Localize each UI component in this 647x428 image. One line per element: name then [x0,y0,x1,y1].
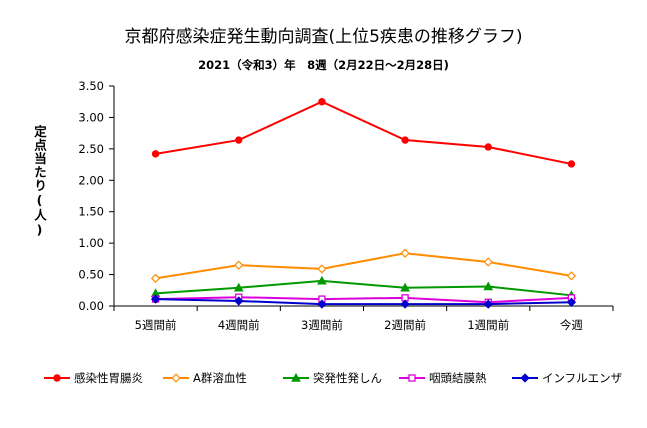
chart-subtitle: 2021（令和3）年 8週（2月22日～2月28日) [198,58,449,72]
y-tick-label: 0.00 [78,299,104,313]
data-point [318,98,326,106]
chart-title: 京都府感染症発生動向調査(上位5疾患の推移グラフ) [124,27,523,47]
data-point [483,281,494,291]
series-line-0 [155,100,572,165]
data-point [317,299,327,309]
legend-label: 咽頭結膜熱 [429,371,487,385]
data-point [400,299,410,309]
y-tick-label: 1.00 [78,236,104,250]
x-tick-label: 4週間前 [218,318,260,332]
x-tick-label: 今週 [560,318,583,332]
data-point [235,136,243,144]
data-point [234,260,244,270]
x-tick-label: 2週間前 [384,318,426,332]
x-tick-label: 5週間前 [135,318,177,332]
legend-marker [53,374,61,382]
data-point [483,299,493,309]
data-point [233,282,244,292]
data-point [401,136,409,144]
y-tick-label: 1.50 [78,205,104,219]
data-point [400,282,410,292]
data-point [567,160,576,168]
legend-marker [408,374,416,382]
data-point [317,275,327,285]
data-point [234,296,244,306]
x-tick-label: 1週間前 [467,318,509,332]
legend-marker [171,373,181,383]
series-line-1 [155,252,572,280]
y-tick-label: 2.00 [78,173,104,187]
data-point [150,273,161,283]
legend-label: インフルエンザ [542,371,622,385]
data-point [484,143,492,151]
legend-label: 感染性胃腸炎 [74,371,143,385]
y-tick-label: 3.00 [78,110,104,124]
data-point [566,271,577,281]
y-tick-label: 0.50 [78,268,104,282]
data-point [483,257,493,267]
legend-label: A群溶血性 [193,371,247,385]
y-axis-label: 定点当たり(人) [32,125,47,238]
series-line-3 [155,296,572,304]
legend-label: 突発性発しん [313,371,382,385]
data-point [400,248,410,258]
data-point [150,294,161,304]
legend-marker [291,372,301,382]
series-line-2 [155,279,572,297]
data-point [317,264,327,274]
data-point [151,150,160,158]
legend-marker [520,373,530,383]
data-point [566,297,577,307]
x-tick-label: 3週間前 [301,318,343,332]
series-line-4 [155,298,572,306]
y-tick-label: 2.50 [78,142,104,156]
y-tick-label: 3.50 [78,79,104,93]
